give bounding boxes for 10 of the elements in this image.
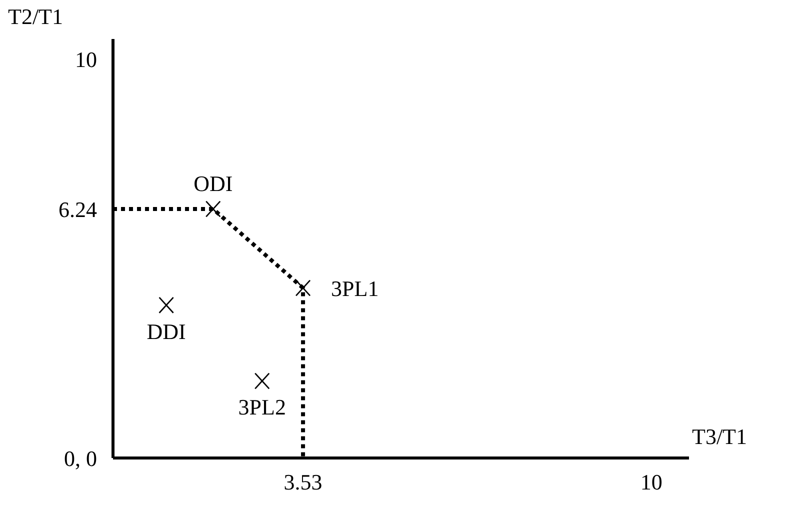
annotation: 3PL1: [331, 276, 379, 301]
y-axis-title: T2/T1: [8, 4, 63, 30]
y-tick-label: 10: [75, 46, 97, 72]
x-axis-title: T3/T1: [692, 424, 747, 450]
annotation: ODI: [194, 170, 233, 196]
annotation: 3PL2: [238, 394, 286, 420]
y-tick-label: 6.24: [58, 196, 97, 222]
x-tick-label: 3.53: [284, 470, 322, 495]
annotation: DDI: [146, 318, 186, 344]
y-tick-label: 0, 0: [64, 446, 97, 471]
